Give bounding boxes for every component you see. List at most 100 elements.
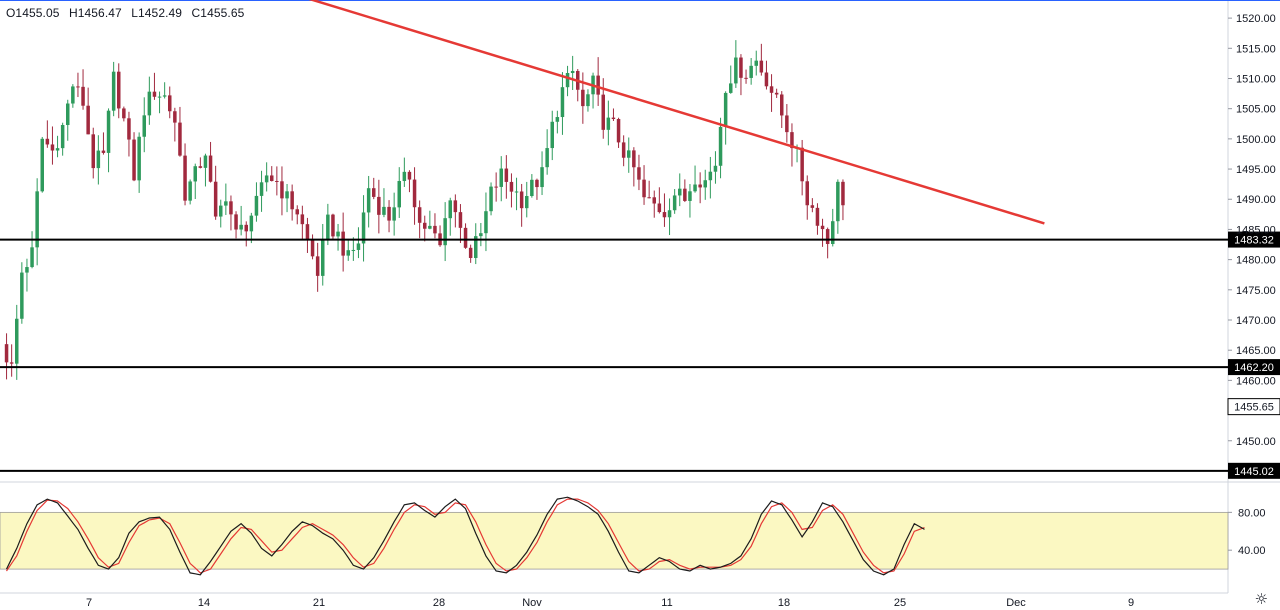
candle-body: [841, 181, 845, 206]
level-price-label: 1462.20: [1234, 362, 1274, 374]
level-price-label: 1445.02: [1234, 466, 1274, 478]
candle-body: [688, 191, 692, 201]
candle-body: [713, 165, 718, 172]
candle-body: [632, 150, 636, 168]
candle-body: [30, 247, 34, 268]
stochastic-k-line: [5, 496, 925, 576]
candle-body: [361, 212, 366, 244]
candle-body: [168, 95, 172, 112]
candle-body: [504, 168, 509, 182]
candle-body: [402, 171, 407, 181]
candle-body: [71, 86, 75, 104]
time-tick-label: 21: [313, 597, 325, 609]
candle-body: [820, 225, 825, 230]
candle-body: [759, 60, 764, 73]
price-tick-label: 1470.00: [1236, 315, 1276, 327]
candle-body: [780, 94, 784, 116]
candle-body: [290, 191, 294, 210]
candle-body: [127, 118, 131, 140]
candle-body: [137, 136, 141, 181]
candle-body: [234, 214, 238, 230]
candle-body: [764, 72, 769, 87]
candle-body: [616, 119, 621, 143]
candle-body: [239, 224, 243, 230]
candle-body: [810, 205, 815, 208]
candle-body: [117, 71, 121, 109]
time-tick-label: 9: [1128, 597, 1134, 609]
candle-body: [555, 117, 560, 122]
candle-body: [264, 175, 269, 183]
candle-body: [173, 111, 177, 123]
candle-body: [423, 222, 427, 229]
candle-body: [25, 267, 29, 273]
candle-body: [647, 197, 651, 199]
stochastic-tick-label: 80.00: [1238, 507, 1266, 519]
candle-body: [55, 148, 60, 151]
candle-body: [295, 209, 299, 215]
time-tick-label: Dec: [1006, 597, 1026, 609]
candle-body: [122, 108, 126, 119]
candle-body: [637, 167, 641, 180]
candle-body: [581, 89, 585, 107]
stochastic-tick-label: 40.00: [1238, 545, 1266, 557]
candle-body: [499, 168, 503, 187]
candle-body: [540, 167, 544, 188]
price-tick-label: 1465.00: [1236, 345, 1276, 357]
candle-body: [111, 71, 116, 111]
candle-body: [392, 207, 396, 221]
candle-body: [606, 117, 611, 130]
candle-body: [76, 86, 80, 88]
candle-body: [815, 207, 820, 226]
candle-body: [800, 147, 804, 182]
candle-body: [397, 180, 401, 208]
candle-body: [152, 91, 157, 97]
candle-body: [193, 166, 197, 182]
candle-body: [132, 139, 136, 181]
candle-body: [560, 87, 565, 118]
candle-body: [474, 236, 478, 258]
candle-body: [147, 91, 152, 116]
candle-body: [213, 181, 218, 217]
candle-body: [831, 221, 835, 244]
candle-body: [275, 180, 279, 182]
candle-body: [443, 218, 447, 246]
candle-body: [9, 362, 14, 364]
candle-body: [667, 210, 672, 218]
price-tick-label: 1500.00: [1236, 134, 1276, 146]
candle-body: [744, 77, 748, 79]
candle-body: [254, 195, 259, 216]
candle-body: [203, 155, 208, 168]
candle-body: [417, 207, 422, 223]
candle-body: [545, 148, 549, 168]
candle-body: [280, 181, 284, 199]
candle-body: [412, 179, 417, 208]
gear-icon[interactable]: ☼: [1254, 590, 1268, 608]
candle-body: [570, 70, 575, 74]
candle-body: [81, 86, 85, 106]
candle-body: [530, 179, 534, 197]
candle-body: [484, 211, 488, 234]
candle-body: [366, 188, 371, 213]
stochastic-band: [0, 511, 1229, 570]
candle-body: [50, 144, 55, 151]
level-price-tag: [1228, 462, 1280, 479]
candle-body: [703, 180, 707, 188]
high-value: H1456.47: [68, 6, 122, 20]
candle-body: [657, 203, 662, 213]
candle-body: [790, 132, 794, 149]
candle-body: [45, 138, 50, 145]
low-value: L1452.49: [131, 6, 183, 20]
price-tick-label: 1505.00: [1236, 104, 1276, 116]
open-value: O1455.05: [6, 6, 60, 20]
candle-body: [662, 212, 667, 218]
candle-body: [60, 125, 65, 149]
current-price-tag: [1227, 398, 1280, 416]
candle-body: [142, 115, 146, 137]
close-value: C1455.65: [191, 6, 245, 20]
price-tick-label: 1480.00: [1236, 255, 1276, 267]
candle-body: [458, 212, 463, 228]
price-tick-label: 1460.00: [1236, 375, 1276, 387]
candle-body: [372, 188, 376, 197]
candle-body: [387, 206, 391, 221]
